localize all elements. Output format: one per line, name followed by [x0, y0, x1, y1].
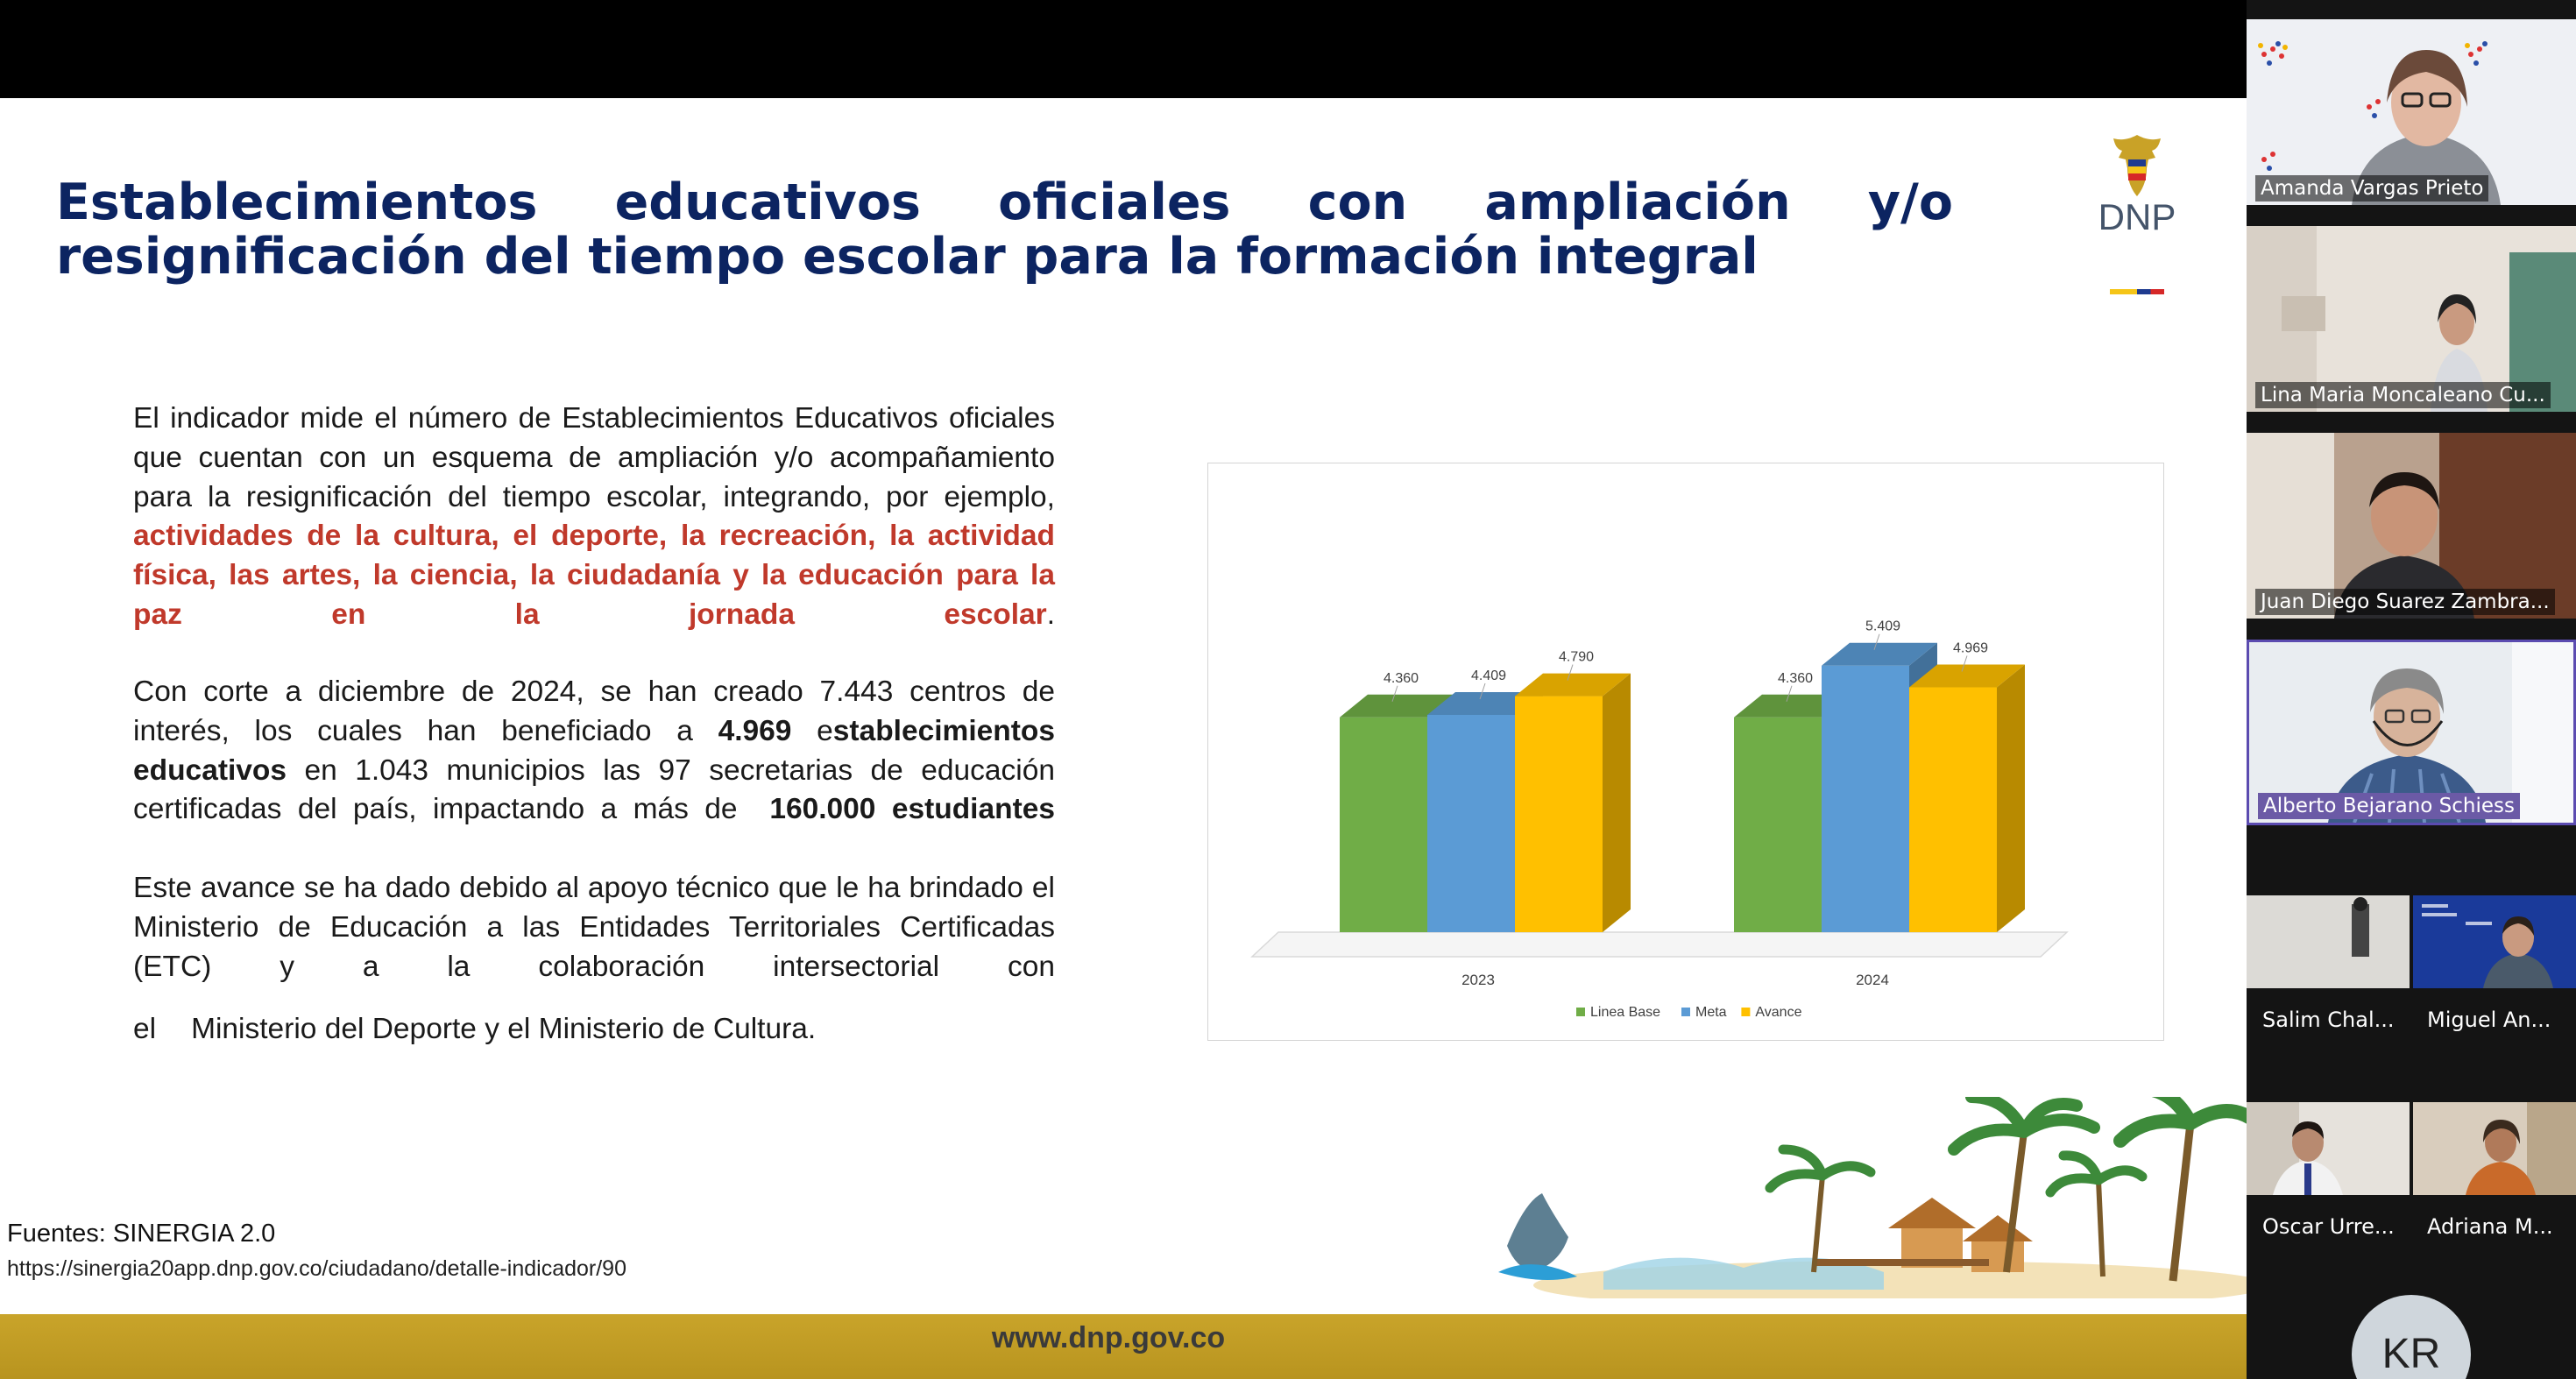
- shared-slide: Establecimientos educativos oficiales co…: [0, 98, 2247, 1379]
- support-paragraph-end: el Ministerio del Deporte y el Ministerio…: [133, 1013, 816, 1046]
- video-feed: [2247, 433, 2576, 619]
- participant-tile-active-speaker[interactable]: Alberto Bejarano Schiess: [2247, 640, 2576, 825]
- legend-swatch: [1681, 1008, 1690, 1016]
- sources-url[interactable]: https://sinergia20app.dnp.gov.co/ciudada…: [7, 1256, 626, 1281]
- bar-side-face: [1603, 673, 1631, 932]
- p1-lead: El indicador mide el número de Estableci…: [133, 402, 1055, 513]
- p4-text-a: el: [133, 1013, 157, 1045]
- bar: [1515, 696, 1603, 932]
- video-feed: [2249, 642, 2573, 823]
- participant-tile[interactable]: [2413, 1102, 2576, 1195]
- video-feed: [2413, 1102, 2576, 1195]
- x-tick-label: 2024: [1856, 972, 1889, 988]
- bar: [1734, 717, 1822, 932]
- participant-name: Amanda Vargas Prieto: [2255, 175, 2489, 202]
- participant-tile[interactable]: [2413, 895, 2576, 988]
- bar: [1909, 687, 1997, 932]
- bar-top-face: [1427, 691, 1543, 715]
- bar: [1427, 714, 1515, 932]
- data-label-leader: [1786, 685, 1793, 702]
- bar: [1822, 665, 1909, 932]
- legend-swatch: [1576, 1008, 1585, 1016]
- participant-tile[interactable]: [2247, 1102, 2410, 1195]
- p2-text-a: Con corte a diciembre de 2024, se han cr…: [133, 675, 1055, 747]
- legend-label: Meta: [1695, 1005, 1727, 1020]
- footer-url[interactable]: www.dnp.gov.co: [991, 1321, 1226, 1354]
- video-feed: [2247, 895, 2410, 988]
- data-label-leader: [1961, 655, 1968, 672]
- p4-text-b: Ministerio del Deporte y el Ministerio d…: [191, 1013, 817, 1045]
- data-label-leader: [1479, 682, 1486, 700]
- participant-name: Adriana M...: [2427, 1214, 2553, 1239]
- data-label: 4.409: [1471, 668, 1506, 683]
- bar-top-face: [1909, 664, 2025, 688]
- participant-name: Salim Chal...: [2262, 1008, 2395, 1032]
- bar: [1340, 717, 1427, 932]
- video-feed: [2247, 1102, 2410, 1195]
- sources-block: Fuentes: SINERGIA 2.0 https://sinergia20…: [0, 1209, 1577, 1288]
- slide-title: Establecimientos educativos oficiales co…: [56, 173, 1953, 286]
- participant-name: Miguel An...: [2427, 1008, 2551, 1032]
- participant-name: Alberto Bejarano Schiess: [2258, 793, 2520, 819]
- bar-top-face: [1340, 694, 1455, 718]
- legend-label: Linea Base: [1590, 1005, 1660, 1020]
- legend-label: Avance: [1755, 1005, 1801, 1020]
- legend-swatch: [1741, 1008, 1751, 1016]
- participant-tile[interactable]: Amanda Vargas Prieto: [2247, 19, 2576, 205]
- p1-tail: .: [1046, 598, 1055, 631]
- chart-canvas: 4.360 4.409 4.790 2023 4.360 5.409 4.969 2024 Li…: [1250, 619, 2069, 1020]
- data-label: 4.360: [1778, 671, 1813, 686]
- p2-text-c: e: [817, 714, 833, 747]
- p2-text-e: en 1.043 municipios las 97 secretarias d…: [133, 753, 1055, 826]
- slide-footer: www.dnp.gov.co: [0, 1314, 2247, 1379]
- indicator-description: El indicador mide el número de Estableci…: [133, 400, 1055, 635]
- dnp-logo: DNP: [2089, 133, 2185, 300]
- data-label: 4.790: [1559, 650, 1594, 665]
- p2-bold-students: 160.000 estudiantes: [769, 793, 1055, 826]
- data-label: 4.360: [1384, 671, 1419, 686]
- support-paragraph: Este avance se ha dado debido al apoyo t…: [133, 872, 1055, 983]
- data-label: 4.969: [1953, 640, 1988, 655]
- beach-illustration: [1498, 1097, 2247, 1298]
- progress-paragraph: Con corte a diciembre de 2024, se han cr…: [133, 673, 1055, 830]
- video-feed: [2247, 226, 2576, 412]
- participant-avatar[interactable]: KR: [2352, 1295, 2471, 1379]
- x-tick-label: 2023: [1461, 972, 1495, 988]
- participant-name: Oscar Urre...: [2262, 1214, 2395, 1239]
- bar-side-face: [1997, 664, 2025, 932]
- bar-top-face: [1515, 673, 1631, 697]
- flag-stripe: [2110, 289, 2164, 294]
- participant-tile[interactable]: Juan Diego Suarez Zambra...: [2247, 433, 2576, 619]
- logo-text: DNP: [2098, 196, 2176, 237]
- data-label: 5.409: [1865, 619, 1900, 634]
- bar-top-face: [1822, 642, 1937, 666]
- participant-tile[interactable]: [2247, 895, 2410, 988]
- coat-of-arms-icon: [2113, 135, 2161, 196]
- data-label-leader: [1873, 633, 1880, 650]
- bar-top-face: [1734, 694, 1850, 718]
- participant-name: Lina Maria Moncaleano Cu...: [2255, 382, 2551, 408]
- participant-tile[interactable]: Lina Maria Moncaleano Cu...: [2247, 226, 2576, 412]
- participants-gallery: Amanda Vargas Prieto Lina Maria Moncalea…: [2247, 0, 2576, 1379]
- p2-bold-establishments: stablecimientos educativos: [133, 714, 1055, 787]
- sources-label: Fuentes: SINERGIA 2.0: [7, 1220, 276, 1248]
- bar-chart: 4.360 4.409 4.790 2023 4.360 5.409 4.969 2024 Li…: [1207, 463, 2164, 1041]
- participant-name: Juan Diego Suarez Zambra...: [2255, 589, 2555, 615]
- p2-bold-count: 4.969: [718, 714, 792, 747]
- p1-highlight: actividades de la cultura, el deporte, l…: [133, 520, 1055, 631]
- video-feed: [2413, 895, 2576, 988]
- chart-floor: [1250, 931, 2069, 958]
- data-label-leader: [1391, 685, 1398, 702]
- data-label-leader: [1567, 664, 1574, 681]
